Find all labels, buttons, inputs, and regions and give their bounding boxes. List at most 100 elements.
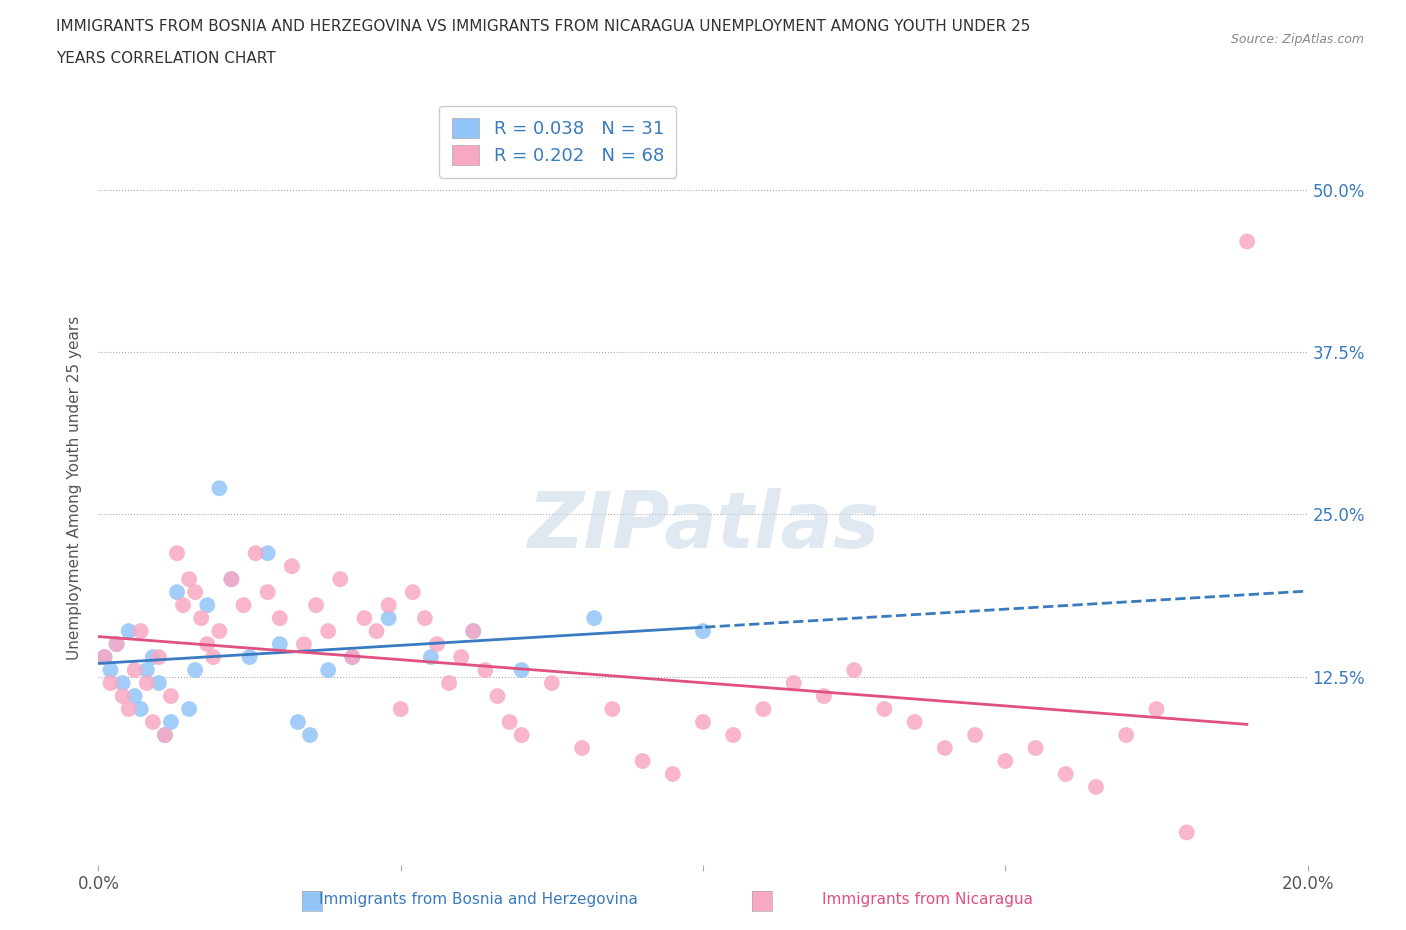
Point	[256, 585, 278, 600]
Point	[602, 701, 624, 716]
Point	[540, 675, 562, 690]
Point	[420, 650, 443, 665]
Point	[342, 650, 364, 665]
Point	[179, 701, 201, 716]
Point	[135, 663, 157, 678]
Point	[93, 650, 115, 665]
Point	[179, 572, 201, 587]
Point	[329, 572, 352, 587]
Point	[166, 585, 188, 600]
Y-axis label: Unemployment Among Youth under 25 years: Unemployment Among Youth under 25 years	[67, 316, 83, 660]
Point	[631, 753, 654, 768]
Text: Source: ZipAtlas.com: Source: ZipAtlas.com	[1230, 33, 1364, 46]
Point	[184, 585, 207, 600]
Point	[269, 611, 291, 626]
Point	[100, 675, 122, 690]
Point	[124, 688, 146, 703]
Point	[389, 701, 412, 716]
Point	[142, 650, 165, 665]
Text: Immigrants from Nicaragua: Immigrants from Nicaragua	[823, 892, 1033, 907]
Point	[1144, 701, 1167, 716]
Point	[583, 611, 606, 626]
Point	[153, 727, 176, 742]
Point	[377, 598, 399, 613]
Point	[118, 624, 141, 639]
Point	[965, 727, 987, 742]
Point	[316, 624, 339, 639]
Point	[752, 701, 775, 716]
Point	[474, 663, 496, 678]
Point	[723, 727, 745, 742]
Point	[287, 714, 309, 729]
Point	[129, 701, 152, 716]
Point	[135, 675, 157, 690]
Point	[692, 624, 714, 639]
Point	[245, 546, 267, 561]
Point	[160, 688, 183, 703]
Text: Immigrants from Bosnia and Herzegovina: Immigrants from Bosnia and Herzegovina	[319, 892, 637, 907]
Point	[232, 598, 254, 613]
Point	[342, 650, 364, 665]
Point	[1054, 766, 1077, 781]
Point	[437, 675, 460, 690]
Point	[353, 611, 375, 626]
Text: ZIPatlas: ZIPatlas	[527, 488, 879, 564]
Point	[269, 637, 291, 652]
Point	[692, 714, 714, 729]
Point	[426, 637, 449, 652]
Point	[105, 637, 128, 652]
Point	[463, 624, 485, 639]
Point	[402, 585, 425, 600]
Point	[148, 650, 170, 665]
Point	[208, 624, 231, 639]
Point	[221, 572, 243, 587]
Point	[93, 650, 115, 665]
Point	[1236, 234, 1258, 249]
Point	[105, 637, 128, 652]
Point	[208, 481, 231, 496]
Point	[202, 650, 225, 665]
Point	[1085, 779, 1108, 794]
Point	[118, 701, 141, 716]
Point	[661, 766, 683, 781]
Legend: R = 0.038   N = 31, R = 0.202   N = 68: R = 0.038 N = 31, R = 0.202 N = 68	[439, 106, 676, 178]
Point	[256, 546, 278, 561]
Point	[184, 663, 207, 678]
Point	[124, 663, 146, 678]
Text: YEARS CORRELATION CHART: YEARS CORRELATION CHART	[56, 51, 276, 66]
Point	[239, 650, 262, 665]
Point	[153, 727, 176, 742]
Point	[1175, 825, 1198, 840]
Point	[160, 714, 183, 729]
Point	[316, 663, 339, 678]
Point	[450, 650, 472, 665]
Point	[873, 701, 896, 716]
Point	[813, 688, 835, 703]
Point	[292, 637, 315, 652]
Point	[195, 637, 218, 652]
Point	[166, 546, 188, 561]
Point	[463, 624, 485, 639]
Point	[148, 675, 170, 690]
Point	[498, 714, 520, 729]
Point	[190, 611, 212, 626]
Point	[129, 624, 152, 639]
Point	[510, 663, 533, 678]
Point	[994, 753, 1017, 768]
Point	[305, 598, 328, 613]
Point	[172, 598, 194, 613]
Point	[413, 611, 436, 626]
Point	[844, 663, 866, 678]
Point	[377, 611, 399, 626]
Text: IMMIGRANTS FROM BOSNIA AND HERZEGOVINA VS IMMIGRANTS FROM NICARAGUA UNEMPLOYMENT: IMMIGRANTS FROM BOSNIA AND HERZEGOVINA V…	[56, 19, 1031, 33]
Point	[195, 598, 218, 613]
Point	[934, 740, 956, 755]
Point	[510, 727, 533, 742]
Point	[1024, 740, 1046, 755]
Point	[1115, 727, 1137, 742]
Point	[486, 688, 509, 703]
Point	[111, 688, 134, 703]
Point	[111, 675, 134, 690]
Point	[100, 663, 122, 678]
Point	[783, 675, 806, 690]
